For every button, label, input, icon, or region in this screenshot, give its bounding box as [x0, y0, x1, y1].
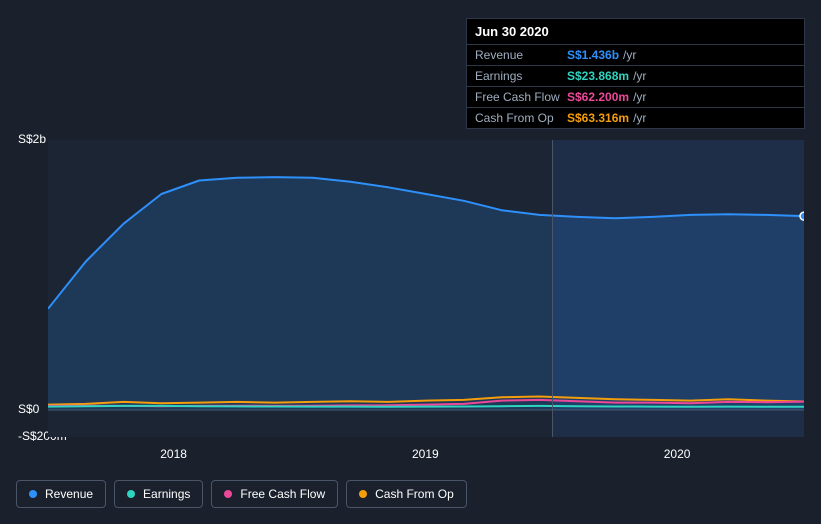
tooltip-row-label: Revenue: [475, 48, 567, 62]
y-axis-tick: S$2b: [18, 132, 46, 146]
tooltip-row-value: S$1.436b: [567, 48, 619, 62]
legend-label: Revenue: [45, 487, 93, 501]
legend-dot-icon: [127, 490, 135, 498]
series-line: [48, 406, 804, 407]
legend-item[interactable]: Free Cash Flow: [211, 480, 338, 508]
tooltip-row-value: S$63.316m: [567, 111, 629, 125]
tooltip-row-value: S$62.200m: [567, 90, 629, 104]
tooltip-row-label: Earnings: [475, 69, 567, 83]
plot-area[interactable]: [48, 140, 804, 437]
tooltip-row-suffix: /yr: [633, 111, 646, 125]
legend-item[interactable]: Cash From Op: [346, 480, 467, 508]
x-axis-tick: 2019: [412, 447, 439, 461]
tooltip-row: Free Cash FlowS$62.200m/yr: [467, 87, 804, 108]
chart-hover-line: [552, 140, 553, 437]
legend-item[interactable]: Revenue: [16, 480, 106, 508]
legend-dot-icon: [29, 490, 37, 498]
tooltip-row: RevenueS$1.436b/yr: [467, 45, 804, 66]
y-axis-tick: S$0: [18, 402, 39, 416]
financials-chart: Jun 30 2020 RevenueS$1.436b/yrEarningsS$…: [0, 0, 821, 524]
tooltip-row-label: Cash From Op: [475, 111, 567, 125]
tooltip-row: EarningsS$23.868m/yr: [467, 66, 804, 87]
tooltip-row-suffix: /yr: [623, 48, 636, 62]
legend-label: Cash From Op: [375, 487, 454, 501]
tooltip-row-suffix: /yr: [633, 90, 646, 104]
series-marker: [800, 212, 804, 220]
tooltip-row-label: Free Cash Flow: [475, 90, 567, 104]
legend-label: Free Cash Flow: [240, 487, 325, 501]
legend-item[interactable]: Earnings: [114, 480, 203, 508]
x-axis-tick: 2018: [160, 447, 187, 461]
chart-tooltip: Jun 30 2020 RevenueS$1.436b/yrEarningsS$…: [466, 18, 805, 129]
legend-dot-icon: [359, 490, 367, 498]
tooltip-date: Jun 30 2020: [467, 19, 804, 45]
legend-label: Earnings: [143, 487, 190, 501]
tooltip-row: Cash From OpS$63.316m/yr: [467, 108, 804, 128]
x-axis-tick: 2020: [664, 447, 691, 461]
tooltip-row-value: S$23.868m: [567, 69, 629, 83]
legend-dot-icon: [224, 490, 232, 498]
chart-legend: Revenue Earnings Free Cash Flow Cash From O…: [16, 480, 467, 508]
tooltip-row-suffix: /yr: [633, 69, 646, 83]
